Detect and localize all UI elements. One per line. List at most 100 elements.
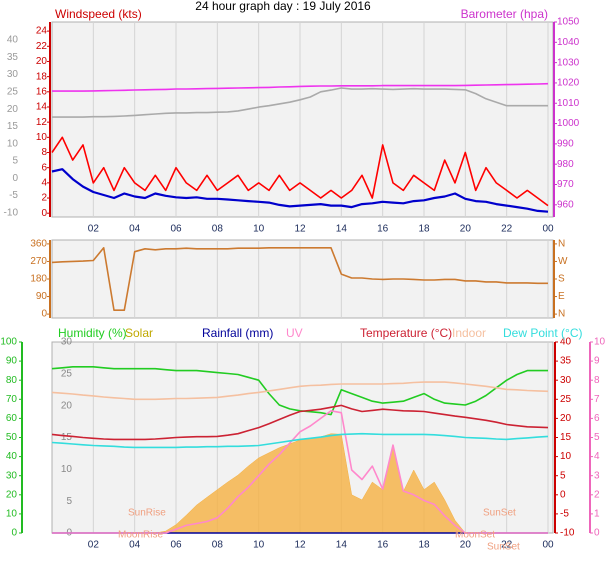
- x-tick-label: 08: [212, 540, 224, 551]
- y2-tick-label: E: [558, 291, 565, 302]
- x-tick-label: 16: [377, 224, 389, 235]
- x-tick-label: 20: [460, 224, 472, 235]
- y2-tick-label: N: [558, 239, 565, 250]
- x-tick-label: 12: [294, 540, 306, 551]
- y2-tick-label: 20: [560, 413, 572, 424]
- y2-tick-label: 1040: [557, 37, 580, 48]
- y-tick-label: 80: [6, 375, 18, 386]
- line: [52, 410, 548, 534]
- y3-tick-label: 5: [12, 156, 18, 167]
- y3-tick-label: 30: [7, 69, 19, 80]
- y2-tick-label: 35: [560, 356, 572, 367]
- y-tick-label: 90: [36, 291, 48, 302]
- y-tick-label: 24: [36, 26, 48, 37]
- y-tick-label: 20: [36, 56, 48, 67]
- y2-tick-label: 5: [560, 470, 566, 481]
- annotation: SunSet: [483, 508, 516, 519]
- y3-tick-label: 20: [7, 104, 19, 115]
- y-tick-label: 6: [41, 162, 47, 173]
- y4-tick-label: 10: [594, 337, 606, 348]
- y3-tick-label: 15: [7, 121, 19, 132]
- y2-tick-label: 970: [557, 179, 574, 190]
- y4-tick-label: 5: [594, 432, 600, 443]
- y3-tick-label: 20: [61, 400, 73, 411]
- y-axis-label: Windspeed (kts): [55, 7, 142, 21]
- legend-entry: Humidity (%): [58, 326, 127, 340]
- legend-entry: Dew Point (°C): [503, 326, 582, 340]
- y-tick-label: 270: [30, 256, 47, 267]
- chart-title: 24 hour graph day : 19 July 2016: [195, 0, 371, 13]
- legend-entry: UV: [286, 326, 303, 340]
- y2-tick-label: 40: [560, 337, 572, 348]
- y-tick-label: 70: [6, 394, 18, 405]
- y4-tick-label: 1: [594, 509, 600, 520]
- line: [51, 136, 549, 207]
- y-tick-label: 180: [30, 274, 47, 285]
- y-tick-label: 0: [41, 208, 47, 219]
- y-tick-label: 40: [6, 451, 18, 462]
- x-tick-label: 06: [170, 224, 182, 235]
- y-tick-label: 30: [6, 470, 18, 481]
- y2-tick-label: 15: [560, 432, 572, 443]
- y4-tick-label: 3: [594, 470, 600, 481]
- annotation: MoonRise: [118, 530, 163, 541]
- y3-tick-label: -10: [4, 207, 19, 218]
- x-tick-label: 22: [501, 540, 513, 551]
- line: [52, 82, 549, 92]
- x-tick-label: 20: [460, 540, 472, 551]
- y3-tick-label: 10: [61, 464, 73, 475]
- y-tick-label: 60: [6, 413, 18, 424]
- x-tick-label: 10: [253, 540, 265, 551]
- x-tick-label: 00: [542, 540, 554, 551]
- annotation: MoonSet: [455, 530, 495, 541]
- y-tick-label: 100: [0, 337, 17, 348]
- y-tick-label: 14: [36, 102, 48, 113]
- y4-tick-label: 7: [594, 394, 600, 405]
- y4-tick-label: 8: [594, 375, 600, 386]
- y-tick-label: 4: [41, 177, 47, 188]
- legend-entry: Rainfall (mm): [202, 326, 273, 340]
- y2-tick-label: 1050: [557, 17, 580, 28]
- x-tick-label: 14: [336, 224, 348, 235]
- y-tick-label: 20: [6, 489, 18, 500]
- y2-tick-label: N: [558, 309, 565, 320]
- y-tick-label: 22: [36, 41, 48, 52]
- y-tick-label: 0: [41, 309, 47, 320]
- y2-tick-label: 1000: [557, 118, 580, 129]
- line: [51, 168, 549, 213]
- y3-tick-label: 30: [61, 337, 73, 348]
- x-tick-label: 10: [253, 224, 265, 235]
- y4-tick-label: 0: [594, 528, 600, 539]
- x-tick-label: 06: [170, 540, 182, 551]
- y-tick-label: 8: [41, 147, 47, 158]
- y4-tick-label: 4: [594, 451, 600, 462]
- y2-tick-label: 1030: [557, 57, 580, 68]
- y3-tick-label: 10: [7, 138, 19, 149]
- y-tick-label: 10: [36, 132, 48, 143]
- y2-tick-label: -10: [560, 528, 575, 539]
- x-tick-label: 12: [294, 224, 306, 235]
- x-tick-label: 02: [88, 224, 100, 235]
- legend-entry: Temperature (°C): [360, 326, 452, 340]
- line: [51, 381, 549, 401]
- y2-tick-label: S: [558, 274, 565, 285]
- x-tick-label: 18: [418, 540, 430, 551]
- x-tick-label: 18: [418, 224, 430, 235]
- x-tick-label: 02: [88, 540, 100, 551]
- y3-tick-label: 5: [66, 496, 72, 507]
- y-tick-label: 50: [6, 432, 18, 443]
- y2-tick-label: 1010: [557, 98, 580, 109]
- y-tick-label: 16: [36, 86, 48, 97]
- x-tick-label: 04: [129, 224, 141, 235]
- y3-tick-label: 25: [61, 368, 73, 379]
- y2-tick-label: 980: [557, 159, 574, 170]
- y2-tick-label: W: [558, 256, 568, 267]
- line: [51, 247, 548, 311]
- x-tick-label: 16: [377, 540, 389, 551]
- x-tick-label: 22: [501, 224, 513, 235]
- y3-tick-label: 0: [12, 173, 18, 184]
- annotation: SunRise: [128, 508, 166, 519]
- y3-tick-label: 25: [7, 86, 19, 97]
- y3-tick-label: 40: [7, 35, 19, 46]
